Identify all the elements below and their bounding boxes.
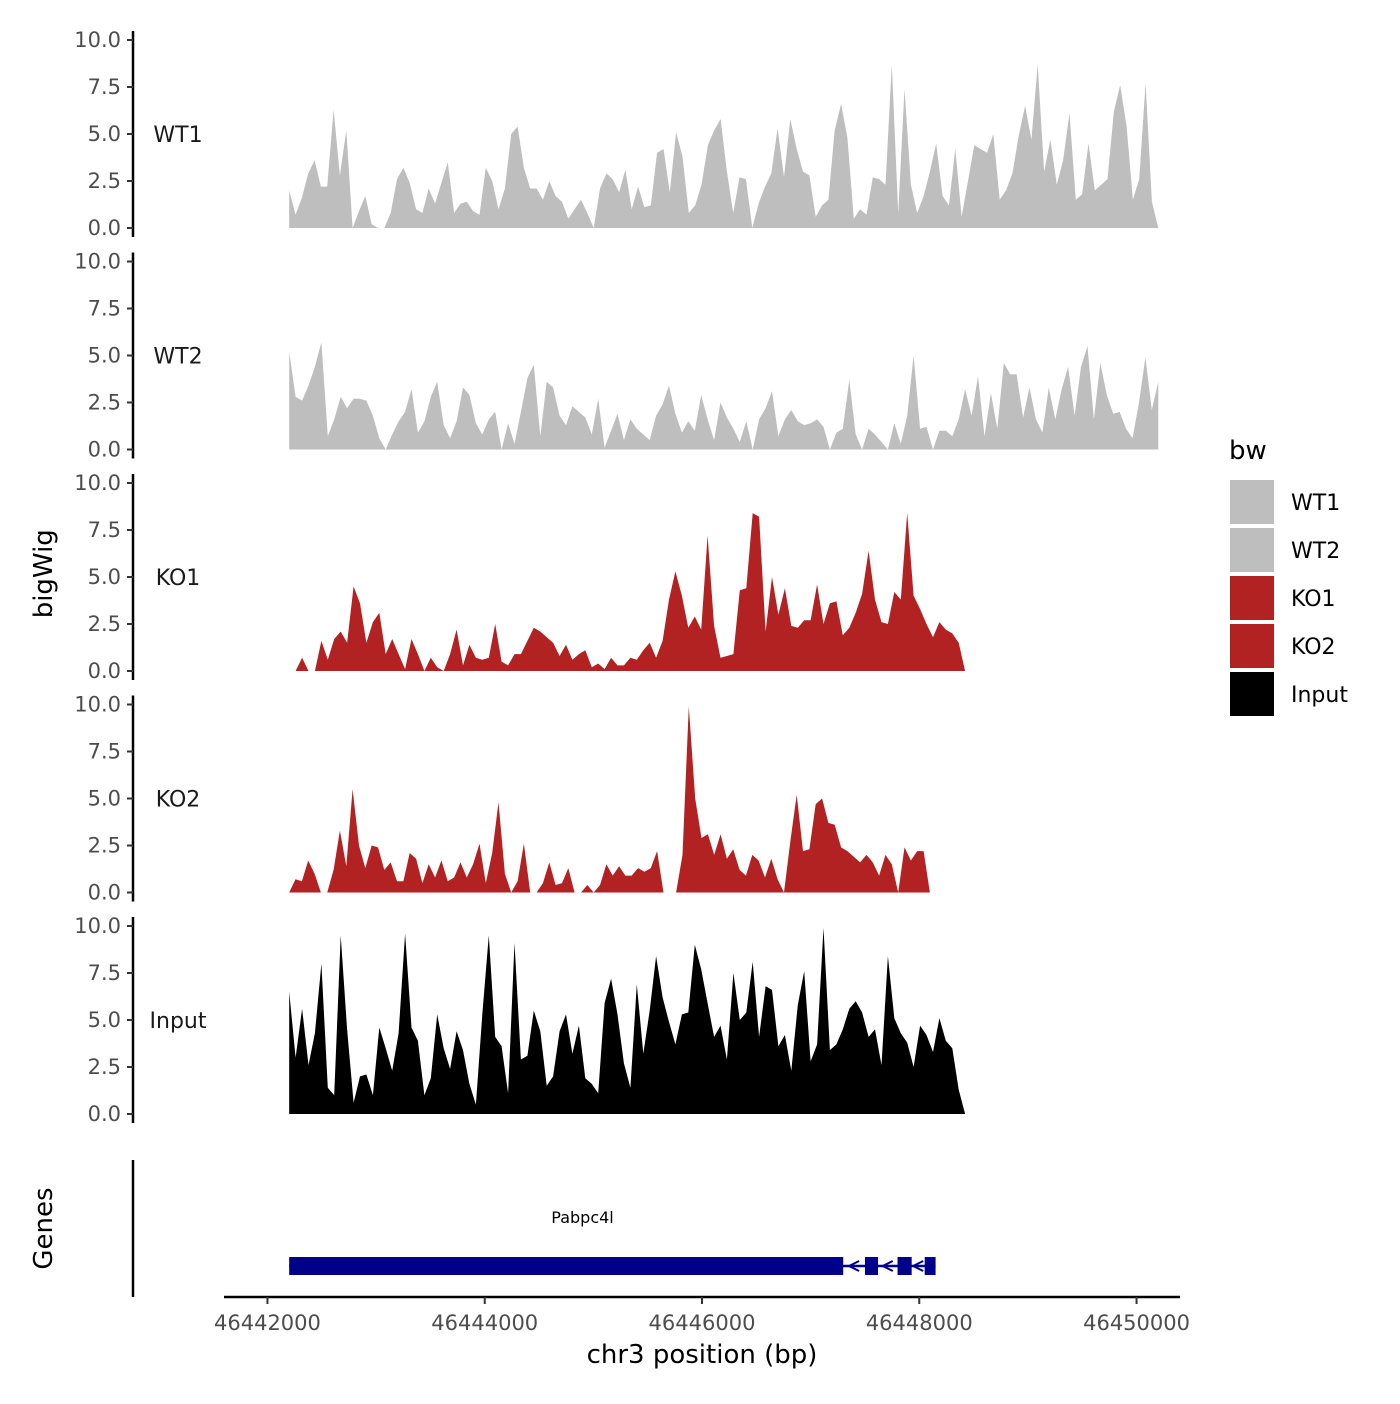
track-label-ko2: KO2	[156, 788, 201, 813]
y-tick-label: 5.0	[88, 787, 121, 811]
y-tick-label: 5.0	[88, 1008, 121, 1032]
strand-arrow	[910, 1260, 924, 1272]
x-tick-label: 46442000	[214, 1311, 321, 1335]
track-panels: 0.02.55.07.510.0WT10.02.55.07.510.0WT20.…	[74, 28, 1159, 1126]
strand-arrow	[846, 1260, 860, 1272]
y-tick-label: 7.5	[88, 75, 121, 99]
track-label-wt2: WT2	[153, 345, 202, 370]
legend-label-input: Input	[1291, 683, 1348, 708]
y-tick-label: 10.0	[74, 28, 121, 52]
track-panel-wt1: 0.0 2.5 5.0 7.5 10.0 WT1	[74, 28, 1159, 240]
x-tick-label: 46446000	[649, 1311, 756, 1335]
legend-label-ko1: KO1	[1291, 587, 1336, 612]
track-panel-ko1: 0.0 2.5 5.0 7.5 10.0 KO1	[74, 471, 1159, 683]
legend-label-wt1: WT1	[1291, 491, 1340, 516]
y-tick-label: 0.0	[88, 438, 121, 462]
gene-label: Pabpc4l	[551, 1208, 613, 1227]
y-tick-label: 7.5	[88, 297, 121, 321]
y-tick-label: 10.0	[74, 471, 121, 495]
area-wt1	[289, 64, 1159, 229]
y-tick-label: 5.0	[88, 565, 121, 589]
legend-key-ko1	[1230, 576, 1274, 620]
x-axis-title: chr3 position (bp)	[587, 1340, 818, 1370]
y-tick-label: 5.0	[88, 344, 121, 368]
legend-label-ko2: KO2	[1291, 635, 1336, 660]
area-ko1	[289, 513, 1159, 671]
track-label-wt1: WT1	[153, 123, 202, 148]
gene-exon	[897, 1257, 912, 1275]
y-tick-label: 0.0	[88, 659, 121, 683]
genes-axis-title: Genes	[29, 1187, 59, 1269]
x-axis: 46442000 46444000 46446000 46448000 46450000	[214, 1295, 1190, 1335]
y-tick-label: 0.0	[88, 1102, 121, 1126]
legend-key-input	[1230, 672, 1274, 716]
y-tick-label: 5.0	[88, 122, 121, 146]
gene-exon	[924, 1257, 936, 1275]
legend-label-wt2: WT2	[1291, 539, 1340, 564]
strand-arrow	[880, 1260, 894, 1272]
y-tick-label: 10.0	[74, 914, 121, 938]
area-input	[289, 927, 1159, 1114]
y-tick-label: 2.5	[88, 1055, 121, 1079]
y-tick-label: 7.5	[88, 740, 121, 764]
y-tick-label: 10.0	[74, 250, 121, 274]
y-tick-label: 2.5	[88, 169, 121, 193]
y-tick-label: 2.5	[88, 391, 121, 415]
x-tick-label: 46450000	[1083, 1311, 1190, 1335]
gene-exon	[864, 1257, 878, 1275]
track-label-input: Input	[150, 1009, 207, 1034]
x-tick-label: 46444000	[431, 1311, 538, 1335]
gene-exon	[289, 1257, 844, 1275]
area-wt2	[289, 342, 1159, 450]
legend-title: bw	[1229, 436, 1267, 466]
track-panel-wt2: 0.0 2.5 5.0 7.5 10.0 WT2	[74, 250, 1159, 462]
y-tick-label: 7.5	[88, 518, 121, 542]
track-panel-input: 0.0 2.5 5.0 7.5 10.0 Input	[74, 914, 1159, 1126]
y-tick-label: 2.5	[88, 834, 121, 858]
y-tick-label: 0.0	[88, 881, 121, 905]
genes-panel: Pabpc4l	[131, 1160, 936, 1297]
x-tick-label: 46448000	[866, 1311, 973, 1335]
area-ko2	[289, 706, 1159, 893]
y-axis-title: bigWig	[29, 529, 59, 618]
y-tick-label: 7.5	[88, 961, 121, 985]
legend-key-ko2	[1230, 624, 1274, 668]
y-tick-label: 10.0	[74, 693, 121, 717]
track-label-ko1: KO1	[156, 566, 201, 591]
y-tick-label: 0.0	[88, 216, 121, 240]
track-panel-ko2: 0.0 2.5 5.0 7.5 10.0 KO2	[74, 693, 1159, 905]
legend-key-wt1	[1230, 480, 1274, 524]
y-tick-label: 2.5	[88, 612, 121, 636]
legend: bw WT1 WT2 KO1 KO2 Input	[1229, 436, 1348, 716]
legend-key-wt2	[1230, 528, 1274, 572]
